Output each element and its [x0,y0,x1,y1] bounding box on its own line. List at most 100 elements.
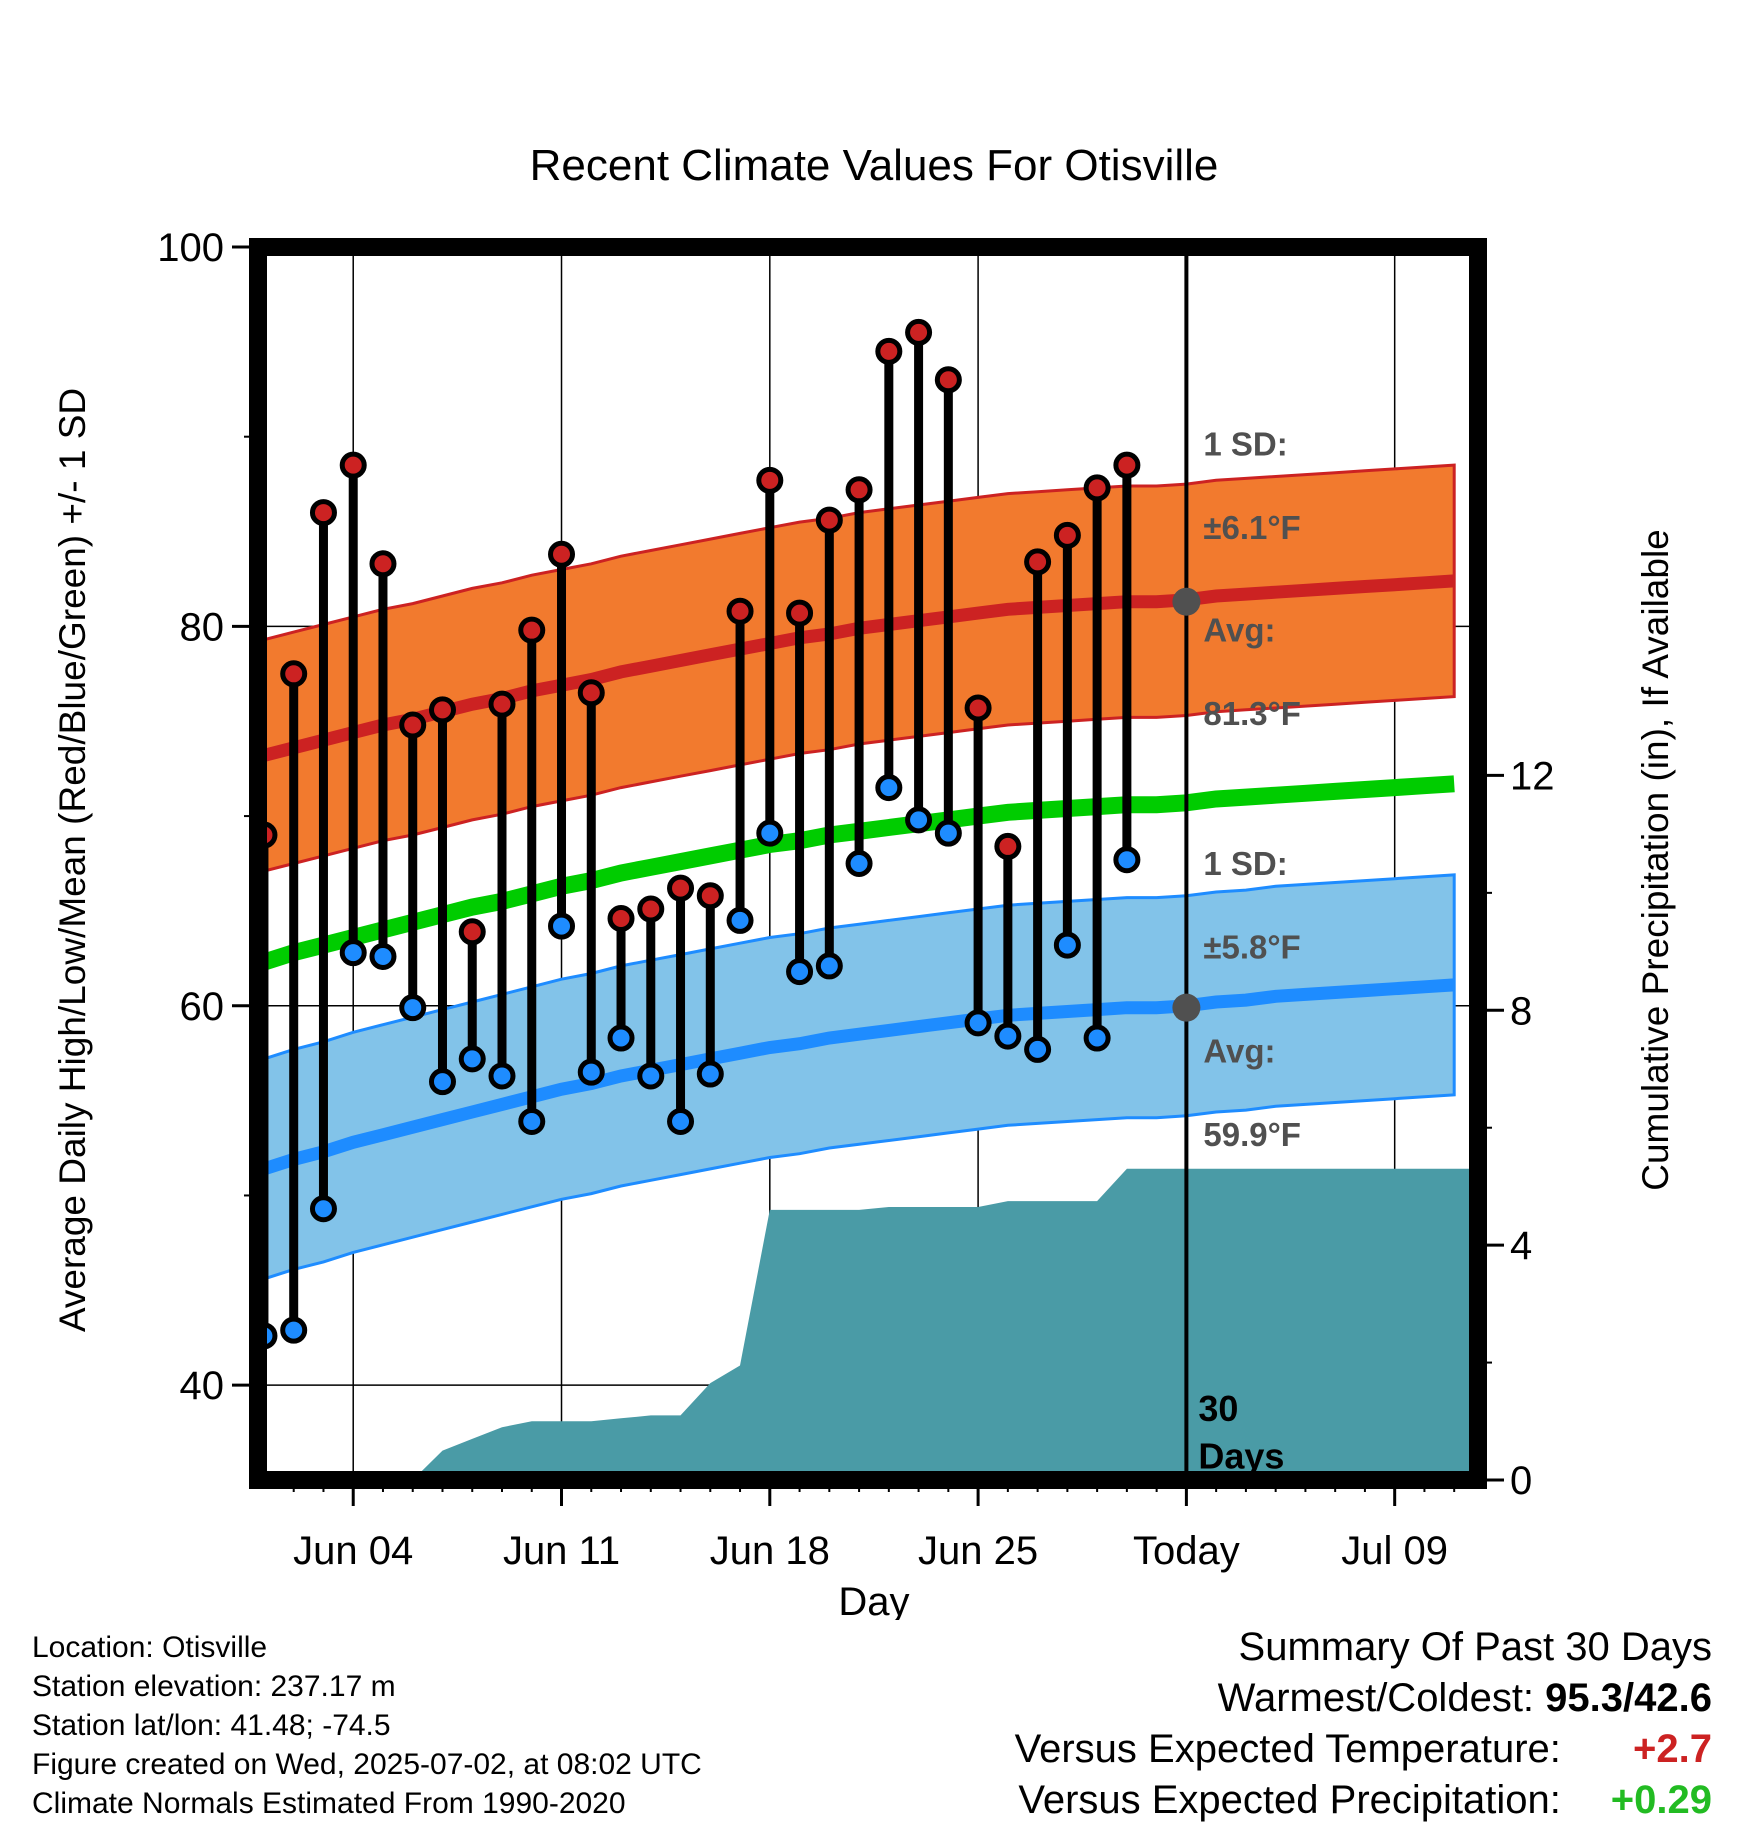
high-sd-label: 1 SD: [1203,426,1287,463]
days-label-text: Days [1198,1436,1284,1477]
daily-high-point [786,599,814,627]
precip-departure-row: Versus Expected Precipitation: +0.29 [1015,1775,1712,1826]
climate-chart: Recent Climate Values For Otisville 1 SD… [52,141,1676,1620]
high-avg-label: Avg: [1203,612,1275,649]
precip-departure-label: Versus Expected Precipitation: [1018,1778,1561,1822]
y-tick-label: 80 [180,605,225,649]
daily-low-point [339,939,367,967]
low-avg-value: 59.9°F [1203,1116,1301,1153]
daily-high-point [607,905,635,933]
y2-axis-title: Cumulative Precipitation (in), If Availa… [1635,529,1676,1191]
temp-departure-row: Versus Expected Temperature: +2.7 [1015,1724,1712,1775]
x-tick-label: Jun 18 [710,1529,830,1573]
daily-high-point [875,337,903,365]
daily-high-point [577,679,605,707]
daily-high-point [1113,451,1141,479]
elevation-text: Station elevation: 237.17 m [32,1670,396,1703]
low-sd-label: 1 SD: [1203,845,1287,882]
daily-high-point [934,366,962,394]
plot-area: 1 SD: ±6.1°F Avg: 81.3°F 1 SD: ±5.8°F Avg: 59.9… [157,226,1554,1573]
daily-low-point [607,1024,635,1052]
daily-high-point [518,616,546,644]
created-text: Figure created on Wed, 2025-07-02, at 08… [32,1748,702,1781]
daily-high-point [994,832,1022,860]
daily-low-point [905,806,933,834]
daily-high-point [458,918,486,946]
y2-tick-label: 12 [1510,754,1555,798]
daily-high-point [399,711,427,739]
station-info: Location: Otisville Station elevation: 2… [32,1628,702,1823]
daily-high-point [815,506,843,534]
x-tick-label: Jun 04 [293,1529,413,1573]
daily-low-point [458,1045,486,1073]
daily-low-point [964,1009,992,1037]
y2-tick-label: 8 [1510,989,1532,1033]
daily-low-point [518,1107,546,1135]
high-avg-dot [1172,587,1201,616]
daily-high-point [1083,474,1111,502]
daily-low-point [369,942,397,970]
daily-low-point [548,912,576,940]
x-tick-label: Today [1133,1529,1240,1573]
daily-high-point [964,694,992,722]
daily-high-point [1024,548,1052,576]
y2-tick-label: 4 [1510,1224,1532,1268]
precip-departure-value: +0.29 [1610,1778,1712,1822]
daily-high-point [756,466,784,494]
daily-low-point [875,774,903,802]
daily-high-point [696,882,724,910]
x-tick-label: Jul 09 [1341,1529,1448,1573]
daily-low-point [637,1062,665,1090]
location-text: Location: Otisville [32,1631,268,1664]
daily-high-point [280,660,308,688]
daily-high-point [488,690,516,718]
daily-low-point [756,819,784,847]
x-axis-title: Day [838,1580,909,1620]
summary-panel: Summary Of Past 30 Days Warmest/Coldest:… [1015,1622,1712,1826]
y-axis-title: Average Daily High/Low/Mean (Red/Blue/Gr… [52,388,93,1332]
daily-low-point [1053,931,1081,959]
daily-low-point [934,819,962,847]
daily-low-point [1024,1035,1052,1063]
daily-low-point [726,906,754,934]
normals-text: Climate Normals Estimated From 1990-2020 [32,1787,626,1820]
warmest-coldest-label: Warmest/Coldest: [1217,1676,1535,1720]
daily-low-point [1113,846,1141,874]
daily-low-point [280,1316,308,1344]
temp-departure-label: Versus Expected Temperature: [1014,1727,1561,1771]
high-sd-value: ±6.1°F [1203,509,1300,546]
y-tick-label: 60 [180,985,225,1029]
x-tick-label: Jun 11 [503,1529,620,1573]
chart-title: Recent Climate Values For Otisville [530,141,1219,190]
latlon-text: Station lat/lon: 41.48; -74.5 [32,1709,391,1742]
y2-tick-label: 0 [1510,1459,1532,1503]
daily-high-point [845,476,873,504]
low-avg-dot [1172,993,1201,1022]
daily-high-point [905,318,933,346]
daily-low-point [399,994,427,1022]
daily-low-point [577,1058,605,1086]
daily-high-point [726,597,754,625]
daily-low-point [845,850,873,877]
y-tick-label: 40 [180,1364,225,1408]
daily-high-point [369,550,397,578]
y-tick-label: 100 [157,226,224,270]
daily-low-point [786,958,814,986]
daily-high-point [309,499,337,527]
daily-low-point [994,1022,1022,1050]
daily-low-point [309,1195,337,1223]
low-sd-value: ±5.8°F [1203,928,1300,965]
daily-low-point [815,952,843,980]
plot-frame [249,238,1487,1489]
days-label-number: 30 [1198,1388,1238,1429]
low-sd-band [262,873,1456,1281]
daily-low-point [1083,1024,1111,1052]
daily-high-point [339,451,367,479]
warmest-coldest-value: 95.3/42.6 [1545,1676,1712,1720]
high-avg-value: 81.3°F [1203,695,1301,732]
normal-low-line [262,978,1455,1176]
daily-high-point [1053,521,1081,549]
daily-high-point [548,540,576,568]
warmest-coldest-row: Warmest/Coldest: 95.3/42.6 [1015,1673,1712,1724]
daily-low-point [488,1062,516,1090]
